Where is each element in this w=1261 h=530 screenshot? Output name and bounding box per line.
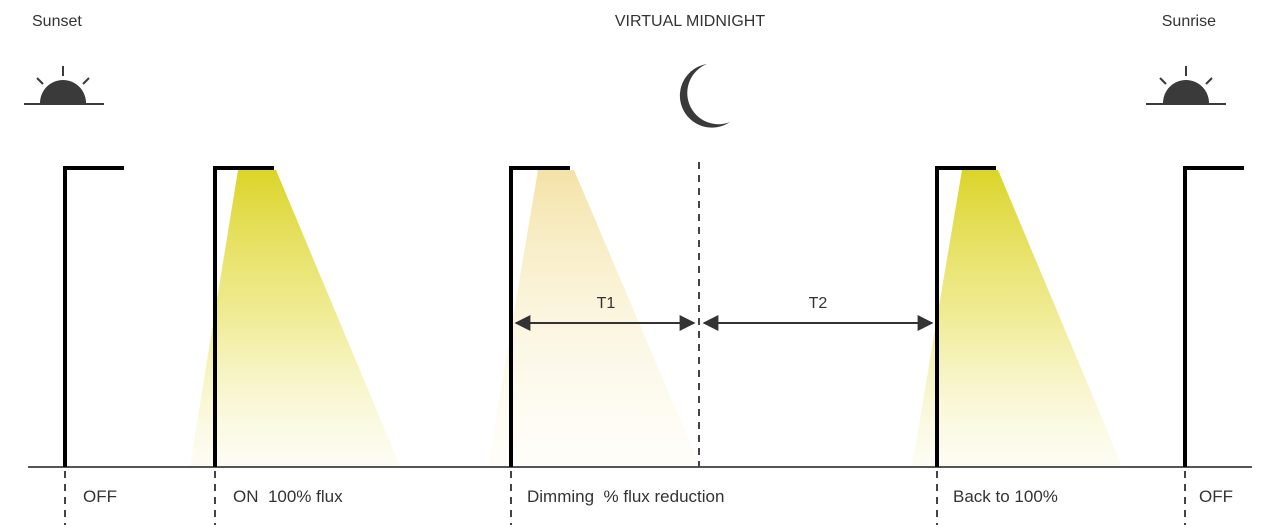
street-pole-off-sunset: [63, 166, 124, 467]
light-cone-back-to-full: [912, 170, 1122, 466]
stage-label-back-to-full: Back to 100%: [953, 487, 1058, 506]
sunset-icon: [24, 66, 104, 105]
sunset-label: Sunset: [32, 13, 82, 30]
crescent-moon-icon: [679, 64, 730, 128]
street-pole-dimming: [509, 166, 570, 467]
stage-label-off-sunrise: OFF: [1199, 487, 1233, 506]
t2-label: T2: [809, 295, 828, 312]
stage-markers: [64, 471, 1186, 525]
stage-label-on: ON 100% flux: [233, 487, 343, 506]
street-pole-back-to-full: [935, 166, 996, 467]
light-cone-dimmed: [488, 170, 700, 466]
t1-label: T1: [597, 295, 616, 312]
stage-label-off-sunset: OFF: [83, 487, 117, 506]
street-pole-off-sunrise: [1183, 166, 1244, 467]
sunrise-icon: [1146, 66, 1226, 105]
street-pole-on: [213, 166, 274, 467]
sunrise-label: Sunrise: [1162, 13, 1216, 30]
virtual-midnight-label: VIRTUAL MIDNIGHT: [615, 13, 765, 30]
stage-label-dimming: Dimming % flux reduction: [527, 487, 724, 506]
light-cone-full-on: [190, 170, 400, 466]
